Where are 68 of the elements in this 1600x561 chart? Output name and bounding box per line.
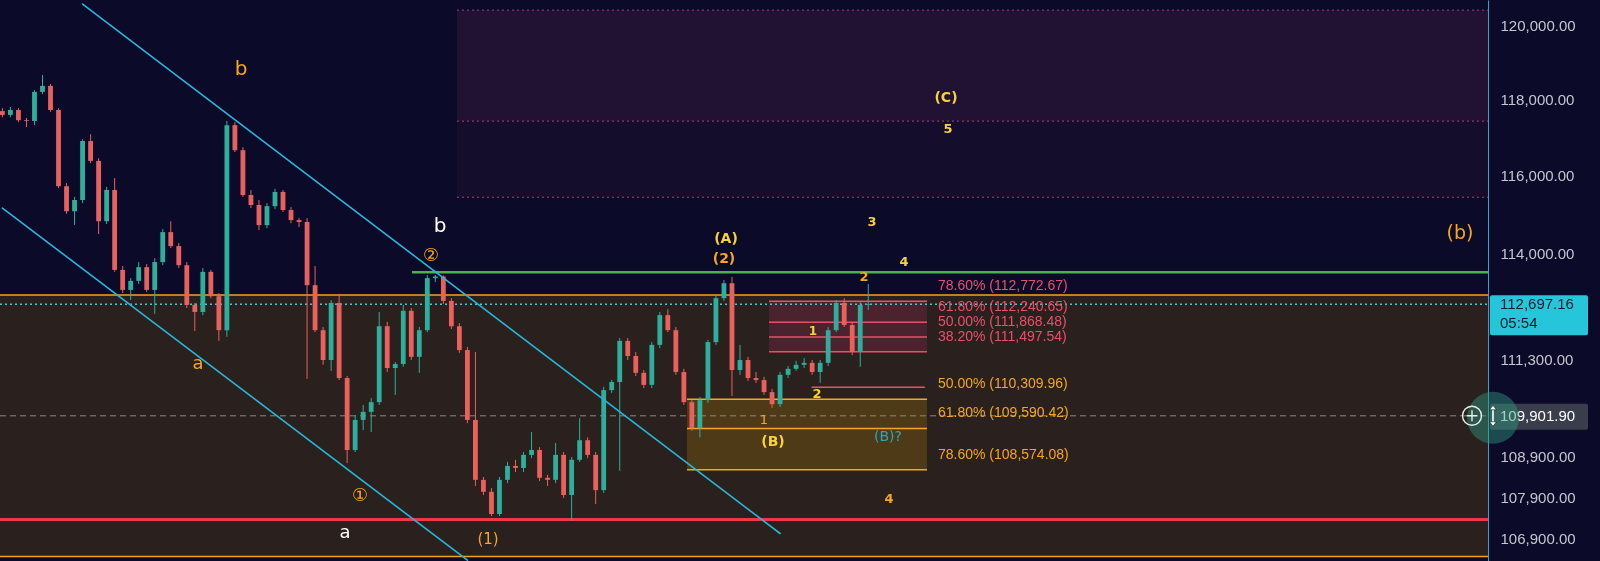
annotation: 1 <box>759 412 769 427</box>
candlestick <box>633 351 639 377</box>
y-tick-label: 111,300.00 <box>1500 351 1574 369</box>
annotation: (B) <box>761 433 785 449</box>
candlestick <box>625 337 631 361</box>
candlestick <box>120 265 126 294</box>
ref-line-label: 109,901.90 <box>1500 406 1576 424</box>
annotation: (B)? <box>874 428 902 444</box>
candlestick <box>577 417 583 463</box>
annotation: 2 <box>859 269 869 284</box>
ref-line-label: 61.80% (109,590.42) <box>938 404 1069 421</box>
candlestick <box>521 451 526 473</box>
annotation: (b) <box>1446 221 1474 243</box>
annotation: 4 <box>899 254 909 269</box>
annotation: a <box>192 352 204 373</box>
candlestick <box>168 220 174 249</box>
candlestick <box>360 404 366 431</box>
ref-line-label: 50.00% (110,309.96) <box>938 375 1068 392</box>
annotation: (2) <box>712 250 736 266</box>
text: 05:54 <box>1500 314 1538 332</box>
candlestick <box>392 361 398 396</box>
annotation: (1) <box>477 530 499 548</box>
ref-line-label: 78.60% (108,574.08) <box>938 445 1069 462</box>
candlestick <box>793 360 799 372</box>
candlestick <box>40 74 45 95</box>
candlestick <box>481 476 486 496</box>
candlestick <box>665 308 671 333</box>
annotation: 2 <box>812 386 822 401</box>
annotation: b <box>234 56 248 80</box>
y-tick-label: 120,000.00 <box>1500 16 1576 34</box>
annotation: b <box>433 213 447 237</box>
candlestick <box>841 297 847 328</box>
candlestick <box>144 263 150 293</box>
candlestick <box>641 369 647 389</box>
candlestick <box>176 242 182 269</box>
annotation: 3 <box>867 214 877 229</box>
candlestick <box>368 397 374 433</box>
y-tick-label: 114,000.00 <box>1500 244 1575 262</box>
annotation: ② <box>422 244 440 265</box>
candlestick <box>529 431 534 459</box>
candlestick <box>785 365 791 379</box>
candlestick <box>136 261 142 285</box>
ref-line-label: 61.80% (112,240.65) <box>938 298 1068 315</box>
candlestick <box>128 277 134 301</box>
candlestick <box>505 461 510 484</box>
y-tick-label: 116,000.00 <box>1500 167 1575 185</box>
candlestick <box>72 196 77 226</box>
annotation: (A) <box>714 230 738 246</box>
candlestick <box>88 133 93 164</box>
annotation: ① <box>351 484 369 505</box>
annotation: 4 <box>884 491 894 506</box>
y-tick-label: 107,900.00 <box>1500 489 1576 507</box>
candlestick <box>817 359 823 384</box>
candlestick <box>489 487 494 517</box>
y-tick-label: 106,900.00 <box>1500 530 1576 548</box>
candlestick <box>456 322 462 354</box>
ref-line-label: 78.60% (112,772.67) <box>938 277 1068 294</box>
ref-line-label: 112,697.16 <box>1500 295 1574 313</box>
annotation: 1 <box>808 324 818 338</box>
y-tick-label: 118,000.00 <box>1500 91 1575 109</box>
annotation: (C) <box>934 89 958 105</box>
candlestick <box>192 302 198 332</box>
candlestick <box>865 283 871 311</box>
annotation: a <box>339 521 351 542</box>
annotation: 5 <box>943 121 953 136</box>
y-tick-label: 108,900.00 <box>1500 448 1576 466</box>
candlestick <box>585 436 591 459</box>
candlestick <box>801 357 807 369</box>
